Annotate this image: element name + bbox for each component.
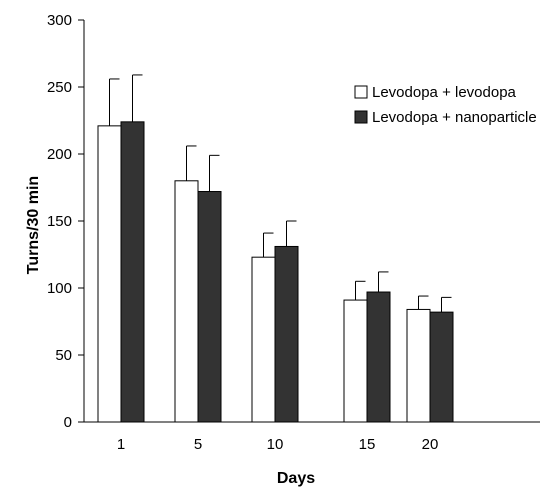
y-tick-label: 300 (47, 12, 72, 29)
y-tick-label: 50 (55, 347, 72, 364)
bar-nanoparticle-day-10 (274, 245, 299, 423)
bar-nanoparticle-day-15 (366, 291, 391, 423)
bar-nanoparticle-day-20 (429, 311, 454, 423)
y-tick-label: 200 (47, 146, 72, 163)
bars (97, 74, 454, 423)
bar-levodopa-day-1 (97, 125, 122, 423)
y-tick-label: 150 (47, 213, 72, 230)
x-axis-title: Days (277, 470, 315, 487)
x-tick-label: 15 (359, 436, 376, 453)
x-axis: 1 5 10 15 20 (84, 421, 540, 453)
legend-label: Levodopa + nanoparticle (372, 109, 537, 126)
legend: Levodopa + levodopa Levodopa + nanopartic… (354, 84, 537, 126)
y-axis: 0 50 100 150 200 250 300 (47, 12, 85, 431)
y-tick-label: 0 (64, 414, 72, 431)
bar-nanoparticle-day-1 (120, 121, 145, 423)
legend-swatch (354, 85, 368, 99)
x-tick-label: 10 (267, 436, 284, 453)
y-tick-label: 250 (47, 79, 72, 96)
x-tick-label: 1 (117, 436, 125, 453)
x-tick-label: 20 (422, 436, 439, 453)
bar-levodopa-day-20 (406, 308, 431, 423)
bar-levodopa-day-5 (174, 180, 199, 423)
x-tick-label: 5 (194, 436, 202, 453)
y-axis-title: Turns/30 min (25, 176, 42, 274)
legend-swatch (354, 110, 368, 124)
bar-nanoparticle-day-5 (197, 191, 222, 423)
y-tick-label: 100 (47, 280, 72, 297)
bar-levodopa-day-10 (251, 256, 276, 423)
bar-levodopa-day-15 (343, 299, 368, 423)
legend-label: Levodopa + levodopa (372, 84, 517, 101)
